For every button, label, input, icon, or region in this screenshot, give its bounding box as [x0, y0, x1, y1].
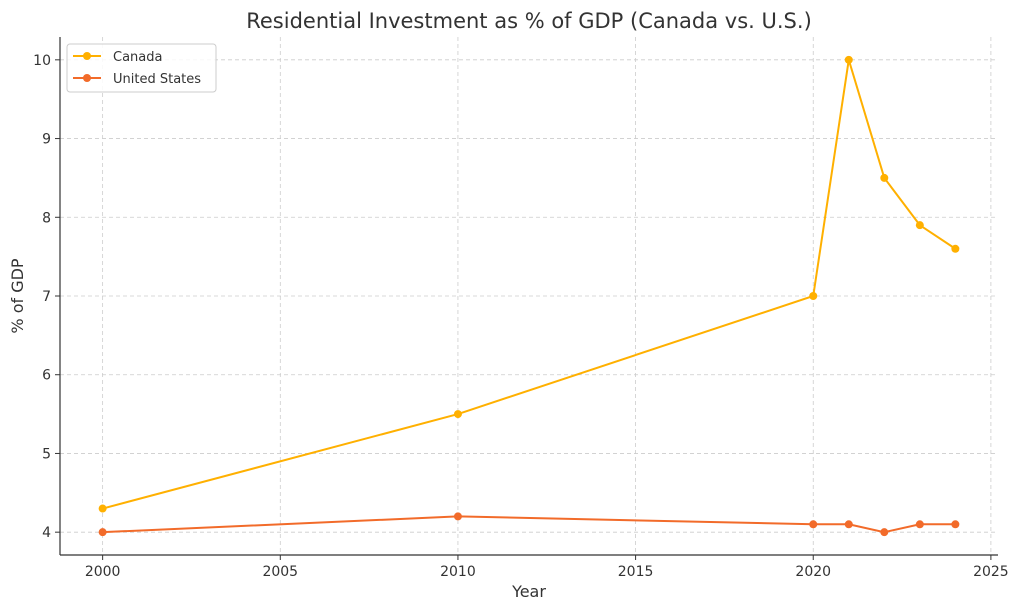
y-tick-label: 4	[42, 525, 51, 541]
chart-title: Residential Investment as % of GDP (Cana…	[246, 9, 812, 33]
legend-marker	[83, 52, 91, 60]
data-point-canada	[915, 221, 924, 230]
y-tick-label: 8	[42, 210, 51, 226]
data-point-canada	[844, 55, 853, 64]
y-tick-label: 7	[42, 289, 51, 305]
data-point-united-states	[98, 528, 107, 537]
data-point-canada	[880, 173, 889, 182]
data-point-united-states	[880, 528, 889, 537]
data-point-canada	[98, 504, 107, 513]
y-tick-label: 9	[42, 132, 51, 148]
y-tick-label: 10	[33, 53, 51, 69]
x-tick-label: 2000	[85, 564, 121, 580]
data-point-united-states	[809, 520, 818, 529]
legend-box	[66, 43, 217, 93]
x-tick-label: 2015	[618, 564, 654, 580]
data-point-canada	[453, 410, 462, 419]
data-point-canada	[951, 244, 960, 253]
series-line-united-states	[102, 515, 956, 534]
x-tick-label: 2025	[973, 564, 1009, 580]
x-tick-label: 2005	[262, 564, 298, 580]
data-point-united-states	[951, 520, 960, 529]
legend-marker	[83, 74, 91, 82]
data-point-united-states	[453, 512, 462, 521]
data-point-united-states	[844, 520, 853, 529]
y-tick-label: 5	[42, 446, 51, 462]
data-point-united-states	[915, 520, 924, 529]
x-axis-label: Year	[511, 582, 546, 601]
data-point-canada	[809, 292, 818, 300]
x-tick-label: 2020	[795, 564, 831, 580]
y-axis-label: % of GDP	[8, 258, 27, 334]
legend-label: Canada	[113, 50, 162, 65]
legend: Canada United States	[66, 43, 217, 93]
x-tick-label: 2010	[440, 564, 476, 580]
y-tick-label: 6	[42, 368, 51, 384]
series-line-canada	[102, 59, 956, 510]
legend-label: United States	[113, 72, 201, 87]
